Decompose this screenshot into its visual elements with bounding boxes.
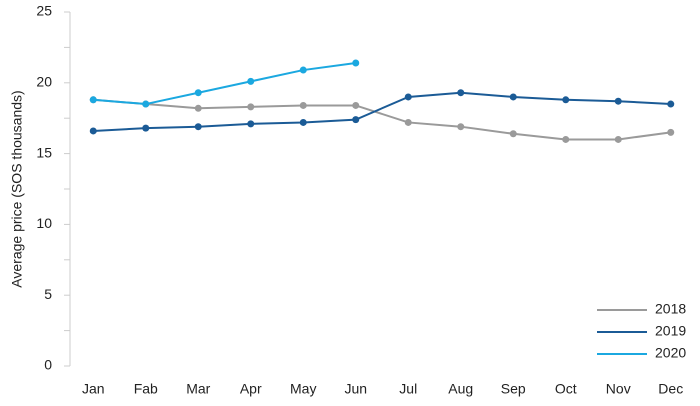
y-tick-label: 20 [36,74,52,90]
point [352,116,360,124]
x-tick-label: Nov [606,381,631,397]
x-tick-label: Mar [186,381,210,397]
y-tick-label: 0 [44,357,52,373]
point [247,77,255,85]
point [562,96,570,104]
point [194,89,202,97]
y-tick-label: 25 [36,3,52,19]
y-tick-label: 10 [36,215,52,231]
point [562,135,570,143]
point [509,130,517,138]
legend-label: 2020 [655,345,686,361]
point [404,93,412,101]
y-tick-label: 15 [36,144,52,160]
point [299,118,307,126]
point [194,104,202,112]
x-tick-label: Fab [134,381,158,397]
point [247,120,255,128]
point [299,101,307,109]
x-tick-label: Sep [501,381,526,397]
point [404,118,412,126]
point [667,128,675,136]
x-tick-label: Jul [399,381,417,397]
x-tick-label: Aug [448,381,473,397]
point [457,89,465,97]
point [247,103,255,111]
point [299,66,307,74]
point [142,100,150,108]
y-axis-title: Average price (SOS thousands) [9,90,25,287]
x-tick-label: Oct [555,381,577,397]
series-line [93,98,671,141]
x-tick-label: Dec [658,381,683,397]
x-tick-label: Apr [240,381,262,397]
y-tick-label: 5 [44,286,52,302]
legend-label: 2018 [655,301,686,317]
point [457,123,465,131]
point [142,124,150,132]
legend-label: 2019 [655,323,686,339]
point [667,100,675,108]
point [352,101,360,109]
x-tick-label: May [290,381,316,397]
series-line [93,91,671,132]
point [509,93,517,101]
point [89,127,97,135]
point [614,97,622,105]
x-tick-label: Jun [344,381,367,397]
x-tick-label: Jan [82,381,105,397]
series-line [93,61,356,106]
point [352,59,360,67]
point [89,96,97,104]
point [614,135,622,143]
point [194,123,202,131]
